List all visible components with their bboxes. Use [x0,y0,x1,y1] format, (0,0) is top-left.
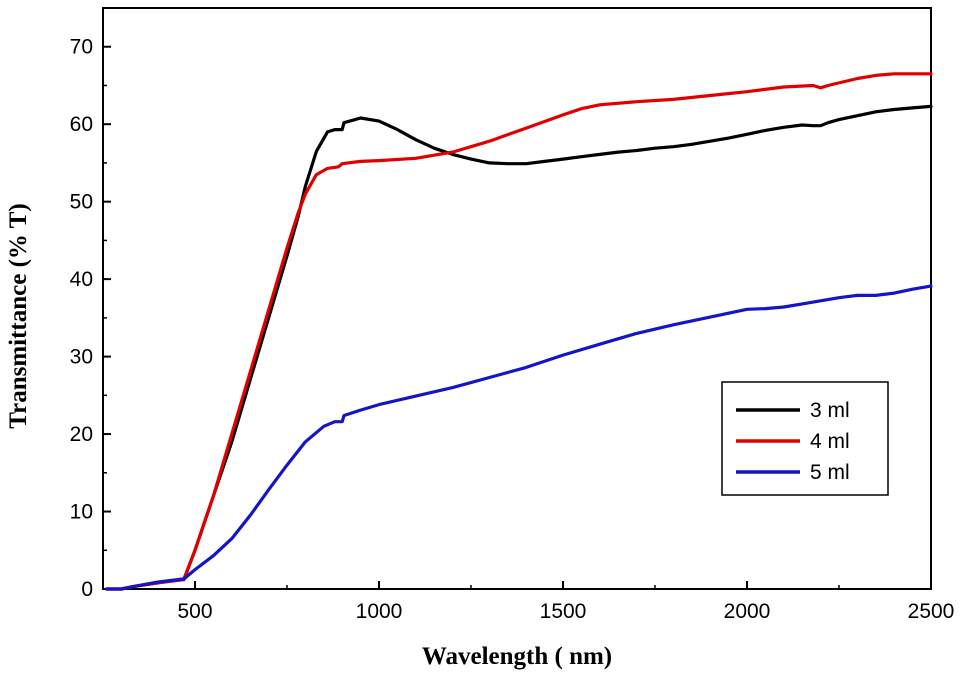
plot-frame [102,7,932,590]
legend: 3 ml 4 ml 5 ml [721,381,889,496]
series-group [105,72,933,591]
y-tick-label: 20 [70,423,93,446]
y-tick-label: 60 [70,113,93,136]
y-tick-label: 30 [70,346,93,369]
y-tick-label: 70 [70,36,93,59]
series-line-4-ml [105,72,933,591]
y-tick-label: 40 [70,268,93,291]
series-line-3-ml [105,104,933,591]
x-tick-label: 2000 [724,600,771,623]
tick-labels-group: 0 10 20 30 40 50 60 70 500 1000 1500 2000 2500 [70,36,955,623]
y-tick-label: 0 [81,578,93,601]
legend-label: 3 ml [810,399,850,422]
x-tick-label: 1000 [356,600,403,623]
x-tick-label: 2500 [908,600,955,623]
legend-label: 4 ml [810,430,850,453]
x-tick-label: 500 [177,600,212,623]
x-axis-title: Wavelength ( nm) [422,643,612,670]
x-tick-label: 1500 [540,600,587,623]
legend-box [721,381,889,496]
axes-group [102,7,932,590]
y-tick-label: 10 [70,501,93,524]
legend-label: 5 ml [810,461,850,484]
series-line-5-ml [105,284,933,591]
y-tick-label: 50 [70,191,93,214]
y-axis-title: Transmittance (% T) [5,203,32,428]
